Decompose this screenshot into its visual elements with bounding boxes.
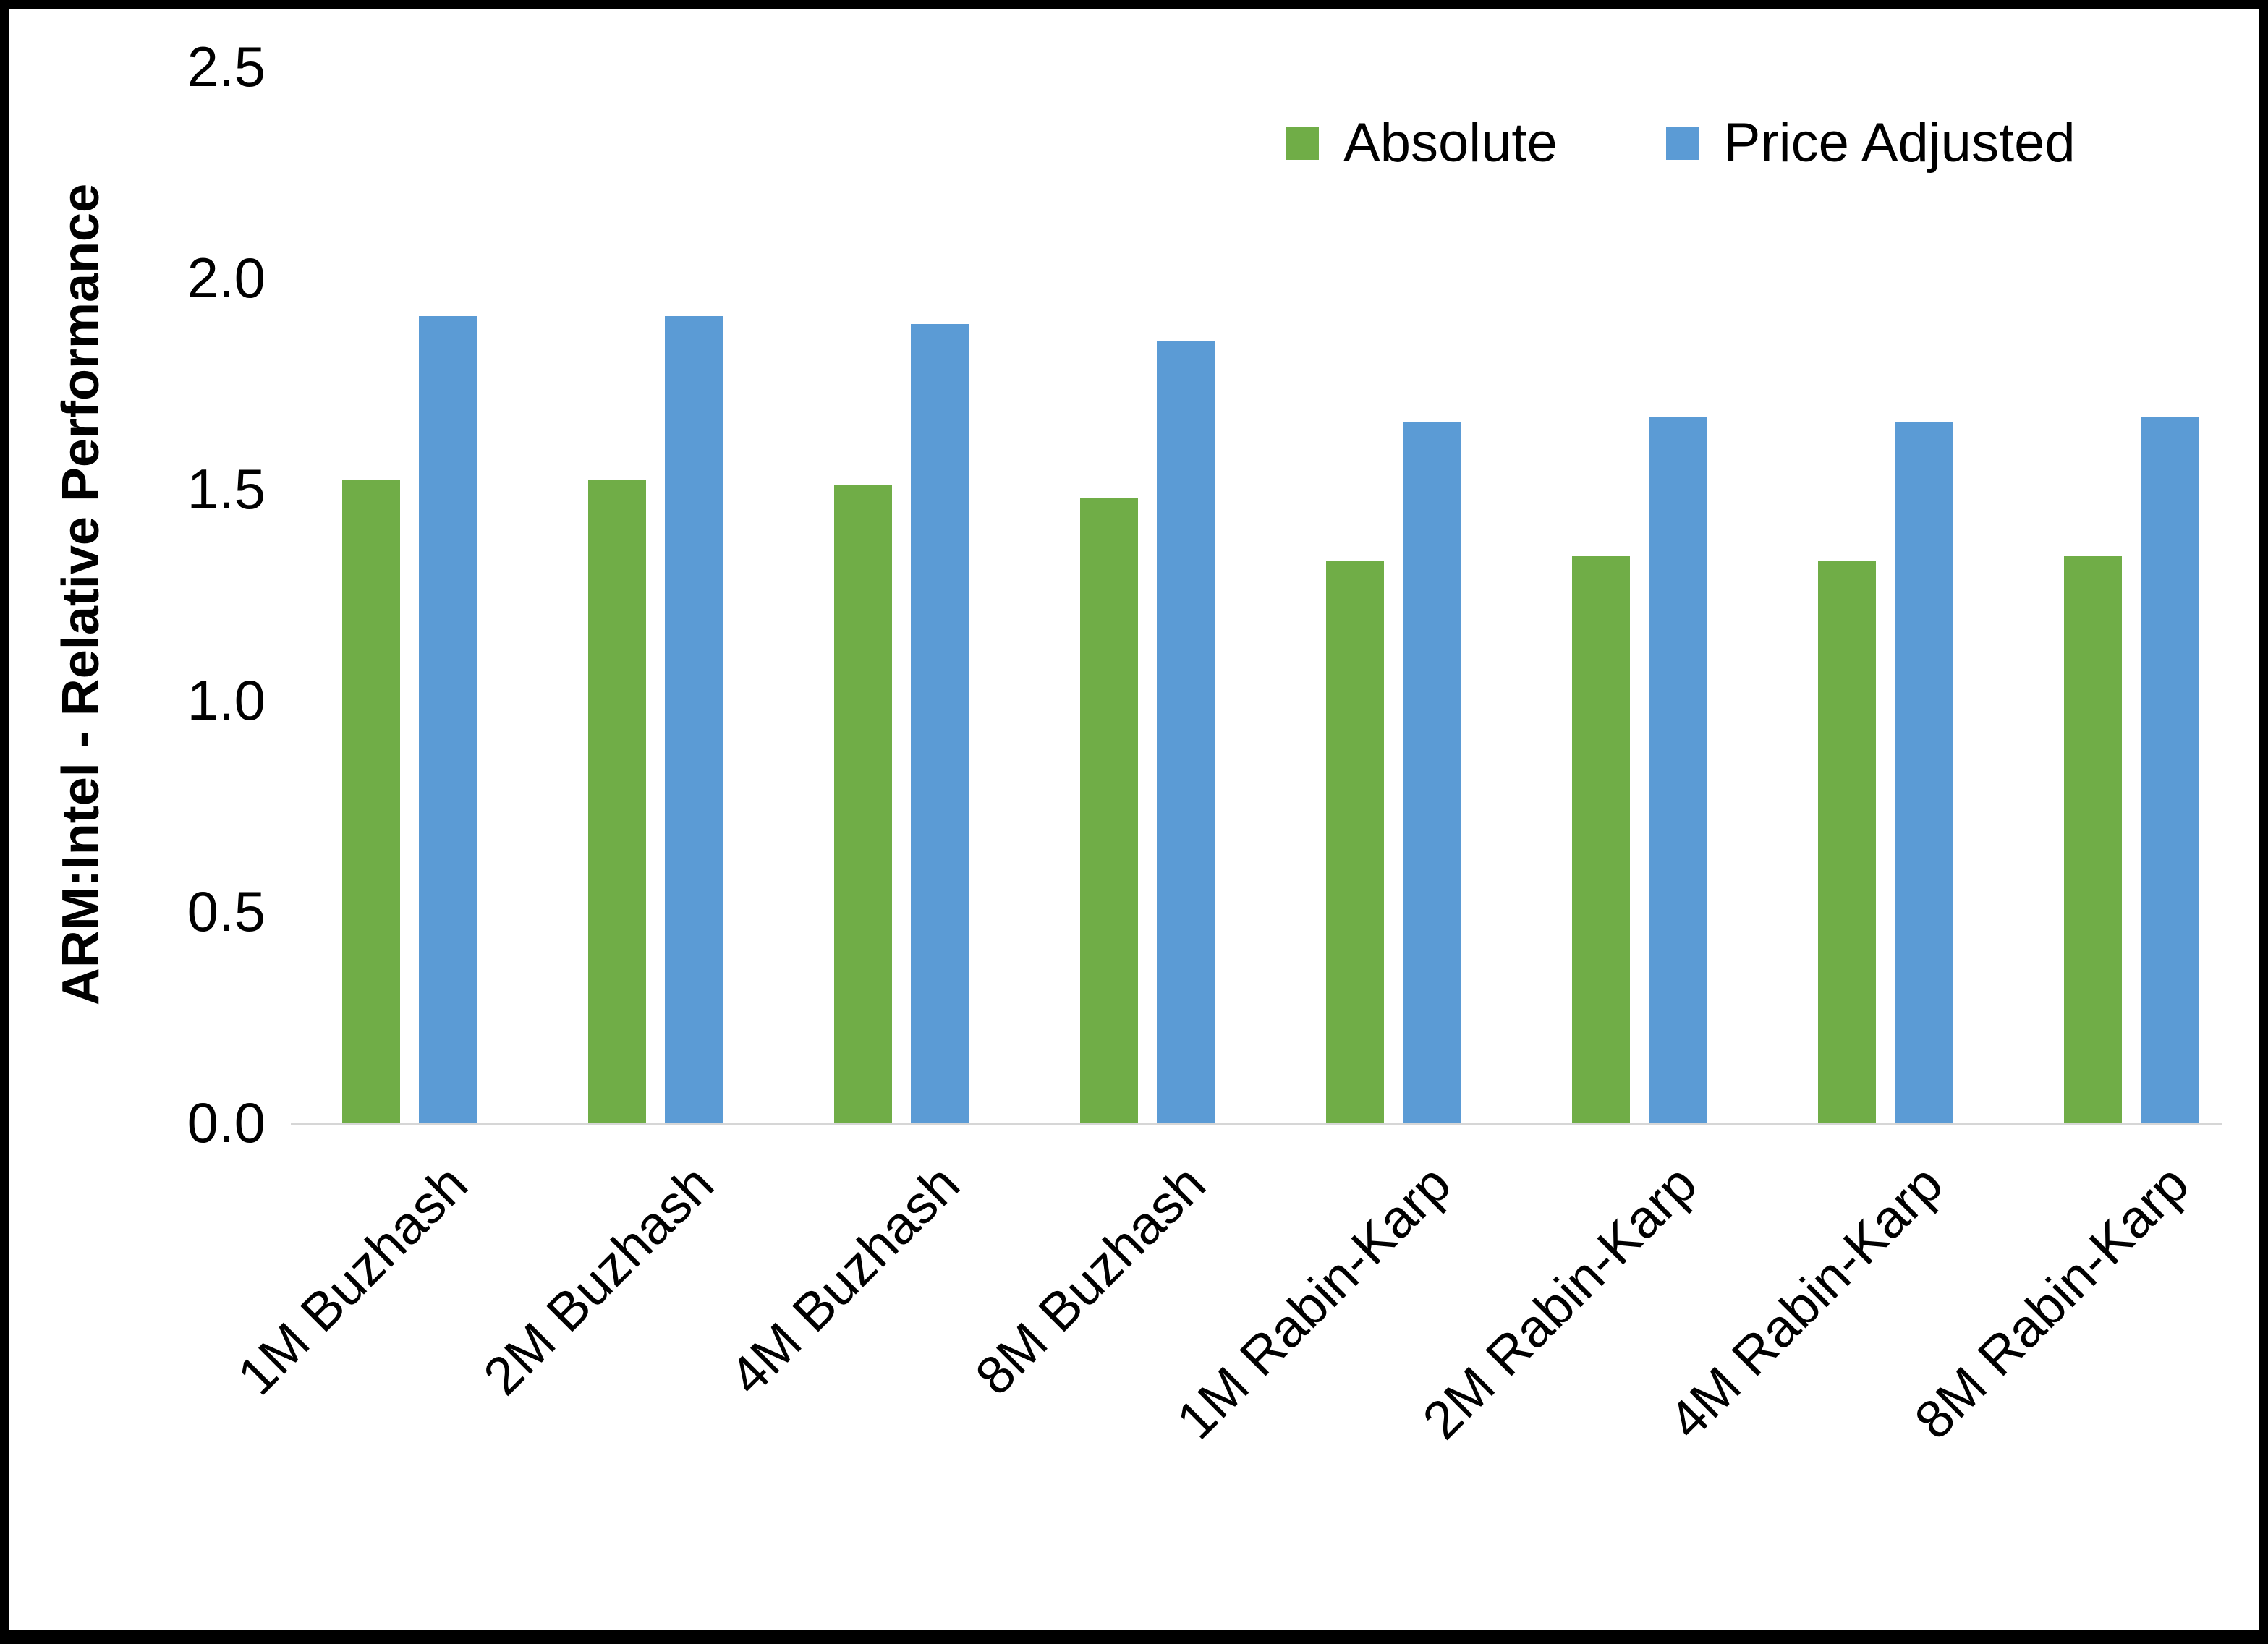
bar-price-adjusted[interactable] bbox=[911, 324, 969, 1123]
bar-group bbox=[2064, 417, 2199, 1123]
x-tick-label: 2M Rabin-Karp bbox=[1411, 1153, 1709, 1451]
bar-group bbox=[1572, 417, 1707, 1123]
legend-item[interactable]: Price Adjusted bbox=[1665, 112, 2076, 174]
x-tick-label: 8M Rabin-Karp bbox=[1903, 1153, 2201, 1451]
bar-price-adjusted[interactable] bbox=[419, 315, 477, 1123]
x-tick-label: 4M Buzhash bbox=[717, 1153, 971, 1407]
plot-area bbox=[291, 67, 2222, 1125]
y-tick-label: 1.5 bbox=[187, 457, 266, 521]
bar-price-adjusted[interactable] bbox=[1403, 421, 1461, 1123]
bar-absolute[interactable] bbox=[1818, 561, 1876, 1123]
bar-absolute[interactable] bbox=[2064, 556, 2122, 1123]
bar-group bbox=[1326, 421, 1461, 1123]
bar-absolute[interactable] bbox=[1080, 497, 1138, 1123]
bar-price-adjusted[interactable] bbox=[1895, 421, 1953, 1123]
bar-absolute[interactable] bbox=[588, 480, 646, 1123]
y-tick-label: 0.0 bbox=[187, 1091, 266, 1154]
bar-price-adjusted[interactable] bbox=[1649, 417, 1707, 1123]
legend-swatch-icon bbox=[1665, 127, 1699, 160]
y-tick-label: 2.0 bbox=[187, 246, 266, 310]
x-tick-label: 8M Buzhash bbox=[963, 1153, 1217, 1407]
legend-item[interactable]: Absolute bbox=[1286, 116, 1558, 171]
legend: Absolute Price Adjusted bbox=[1286, 116, 2076, 171]
bar-price-adjusted[interactable] bbox=[665, 315, 723, 1123]
x-tick-label: 1M Rabin-Karp bbox=[1165, 1153, 1463, 1451]
bar-group bbox=[588, 315, 723, 1123]
bar-absolute[interactable] bbox=[342, 480, 400, 1123]
y-axis-title: ARM:Intel - Relative Performance bbox=[52, 183, 110, 1006]
x-tick-label: 2M Buzhash bbox=[471, 1153, 725, 1407]
bar-group bbox=[1818, 421, 1953, 1123]
bar-absolute[interactable] bbox=[1326, 561, 1384, 1123]
bar-group bbox=[1080, 341, 1215, 1123]
y-tick-label: 0.5 bbox=[187, 880, 266, 943]
legend-label: Price Adjusted bbox=[1723, 112, 2076, 174]
y-tick-label: 1.0 bbox=[187, 668, 266, 732]
bar-group bbox=[834, 324, 969, 1123]
bar-group bbox=[342, 315, 477, 1123]
bar-price-adjusted[interactable] bbox=[2141, 417, 2199, 1123]
bar-price-adjusted[interactable] bbox=[1157, 341, 1215, 1123]
legend-swatch-icon bbox=[1286, 127, 1319, 160]
y-tick-label: 2.5 bbox=[187, 35, 266, 98]
bar-absolute[interactable] bbox=[1572, 556, 1630, 1123]
legend-label: Absolute bbox=[1343, 112, 1558, 174]
x-tick-label: 4M Rabin-Karp bbox=[1657, 1153, 1955, 1451]
bar-absolute[interactable] bbox=[834, 485, 892, 1123]
x-tick-label: 1M Buzhash bbox=[225, 1153, 479, 1407]
